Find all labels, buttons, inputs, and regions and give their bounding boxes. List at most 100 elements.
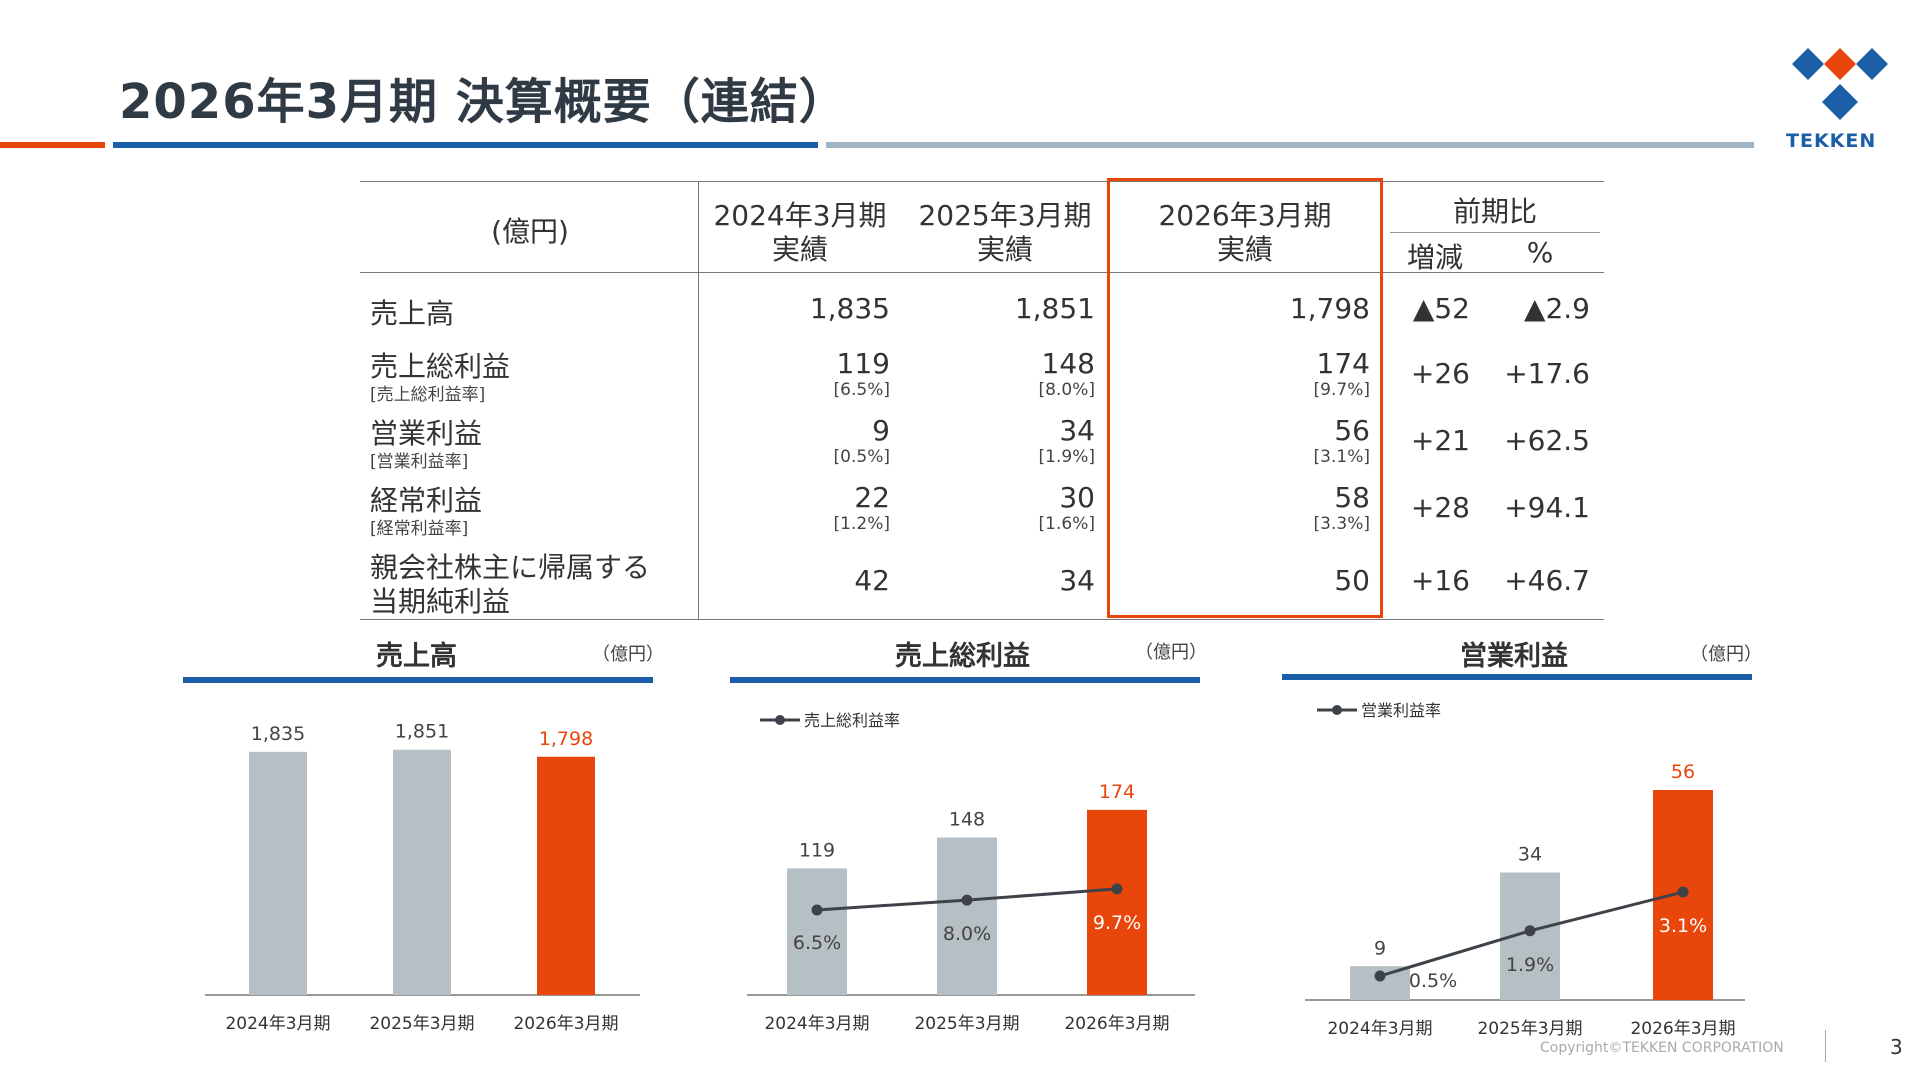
row-label-sales: 売上高 [370, 297, 455, 330]
cell-sales-2024: 1,835 [809, 292, 890, 325]
chart1-header-rule [183, 677, 653, 683]
x-tick-label-1: 2025年3月期 [1477, 1019, 1582, 1039]
legend-marker [775, 715, 785, 725]
cell-operating-2025: 34 [1059, 414, 1095, 447]
bar-value-label-2: 56 [1671, 761, 1695, 783]
header-2024-period: 2024年3月期 [713, 199, 887, 232]
table-header-rule [360, 272, 1604, 273]
cell-gross-2025-rate: [8.0%] [1038, 380, 1095, 400]
bar-0 [249, 751, 307, 995]
rate-point-1 [961, 894, 973, 906]
cell-ordinary-diff: +28 [1410, 491, 1470, 524]
page-title: 2026年3月期 決算概要（連結） [119, 74, 848, 130]
rate-label-2: 9.7% [1093, 912, 1141, 934]
chart2-title: 売上総利益 [895, 641, 1030, 672]
cell-ordinary-2026: 58 [1334, 481, 1370, 514]
header-2025-period: 2025年3月期 [918, 199, 1092, 232]
x-tick-label-2: 2026年3月期 [1630, 1019, 1735, 1039]
cell-sales-2026: 1,798 [1289, 292, 1370, 325]
compare-rule [1390, 232, 1600, 233]
header-diff: 増減 [1406, 241, 1463, 274]
cell-operating-pct: +62.5 [1504, 424, 1590, 457]
x-tick-label-0: 2024年3月期 [1327, 1019, 1432, 1039]
header-compare: 前期比 [1452, 195, 1537, 228]
cell-gross-2026-rate: [9.7%] [1313, 380, 1370, 400]
copyright-text: Copyright©TEKKEN CORPORATION [1540, 1040, 1784, 1056]
cell-net-diff: +16 [1410, 564, 1470, 597]
chart2-header-rule [730, 677, 1200, 683]
header-2025-actual: 実績 [976, 233, 1033, 266]
x-tick-label-1: 2025年3月期 [369, 1014, 474, 1034]
table-bottom-rule [360, 619, 1604, 620]
page-number: 3 [1890, 1035, 1903, 1059]
legend-label: 売上総利益率 [804, 711, 900, 730]
tekken-logo-icon [1792, 48, 1888, 120]
chart3-header-rule [1282, 674, 1752, 680]
rate-point-0 [811, 904, 823, 916]
cell-ordinary-2024-rate: [1.2%] [833, 514, 890, 534]
bar-0 [787, 868, 847, 995]
cell-sales-pct: ▲2.9 [1523, 292, 1590, 325]
x-tick-label-2: 2026年3月期 [1064, 1014, 1169, 1034]
cell-ordinary-2025: 30 [1059, 481, 1095, 514]
header-rule-lightblue [826, 142, 1754, 148]
rate-label-2: 3.1% [1659, 915, 1707, 937]
sales-bar-chart: 1,835 2024年3月期 1,851 2025年3月期 1,798 2026年3月期 [205, 721, 640, 1034]
chart3-unit: （億円） [1690, 644, 1762, 665]
row-sub-gross-profit: [売上総利益率] [370, 385, 486, 405]
bar-1 [937, 837, 997, 995]
bar-value-label-2: 1,798 [539, 728, 593, 750]
chart2-unit: （億円） [1135, 642, 1207, 663]
rate-point-1 [1524, 925, 1536, 937]
cell-sales-diff: ▲52 [1412, 292, 1470, 325]
cell-ordinary-pct: +94.1 [1504, 491, 1590, 524]
legend-marker [1332, 705, 1342, 715]
cell-ordinary-2024: 22 [854, 481, 890, 514]
rate-point-2 [1111, 883, 1123, 895]
gross-profit-bar-chart: 119 2024年3月期 148 2025年3月期 174 2026年3月期 6.5% 8.0… [747, 711, 1195, 1034]
cell-operating-2026: 56 [1334, 414, 1370, 447]
cell-gross-diff: +26 [1410, 357, 1470, 390]
x-tick-label-0: 2024年3月期 [764, 1014, 869, 1034]
table-unit: (億円) [491, 215, 569, 248]
header-2024-actual: 実績 [771, 233, 828, 266]
cell-gross-2024: 119 [836, 347, 890, 380]
chart1-title: 売上高 [376, 641, 457, 672]
rate-label-1: 8.0% [943, 923, 991, 945]
rate-point-0 [1374, 970, 1386, 982]
table-col-divider [698, 181, 699, 619]
bar-value-label-1: 148 [949, 809, 985, 831]
cell-operating-2024: 9 [872, 414, 890, 447]
cell-operating-2026-rate: [3.1%] [1313, 447, 1370, 467]
legend-label: 営業利益率 [1361, 701, 1441, 720]
cell-gross-2026: 174 [1316, 347, 1370, 380]
cell-gross-2024-rate: [6.5%] [833, 380, 890, 400]
cell-net-2026: 50 [1334, 564, 1370, 597]
bar-value-label-2: 174 [1099, 781, 1135, 803]
header-2026-period: 2026年3月期 [1158, 199, 1332, 232]
bar-value-label-1: 1,851 [395, 721, 449, 743]
rate-label-1: 1.9% [1506, 954, 1554, 976]
bar-2 [1087, 809, 1147, 995]
header-rule-orange [0, 142, 105, 148]
bar-value-label-0: 119 [799, 839, 835, 861]
rate-label-0: 6.5% [793, 932, 841, 954]
cell-sales-2025: 1,851 [1014, 292, 1095, 325]
header-2026-actual: 実績 [1216, 233, 1273, 266]
x-tick-label-2: 2026年3月期 [513, 1014, 618, 1034]
footer-divider [1825, 1030, 1826, 1062]
header-rule-blue [113, 142, 818, 148]
rate-label-0: 0.5% [1409, 970, 1457, 992]
bar-2 [537, 756, 595, 995]
cell-net-2025: 34 [1059, 564, 1095, 597]
cell-net-pct: +46.7 [1504, 564, 1590, 597]
logo-text: TEKKEN [1786, 130, 1877, 152]
x-tick-label-0: 2024年3月期 [225, 1014, 330, 1034]
cell-operating-diff: +21 [1410, 424, 1470, 457]
row-label-operating-profit: 営業利益 [370, 417, 483, 450]
rate-point-2 [1677, 886, 1689, 898]
cell-gross-2025: 148 [1041, 347, 1095, 380]
x-tick-label-1: 2025年3月期 [914, 1014, 1019, 1034]
cell-ordinary-2025-rate: [1.6%] [1038, 514, 1095, 534]
chart1-unit: （億円） [592, 644, 664, 665]
